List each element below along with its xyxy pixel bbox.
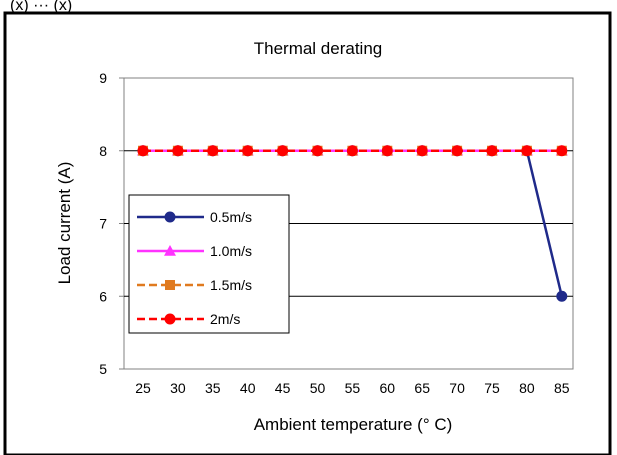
x-axis-label: Ambient temperature (° C) [254, 415, 453, 434]
y-axis-ticks: 5 6 7 8 9 [99, 70, 124, 377]
x-tick-label: 75 [484, 380, 500, 396]
legend-box [128, 194, 290, 334]
y-axis-label: Load current (A) [55, 162, 74, 285]
series-layer [137, 144, 568, 302]
x-tick-label: 85 [554, 380, 570, 396]
x-tick-label: 50 [310, 380, 326, 396]
x-tick-label: 55 [345, 380, 361, 396]
y-tick-label: 6 [99, 288, 107, 304]
data-point-2m/s [556, 145, 568, 157]
chart-title: Thermal derating [254, 39, 383, 58]
data-point-2m/s [521, 145, 533, 157]
header-fragment: (x) ··· (x) [10, 0, 72, 14]
x-tick-label: 25 [135, 380, 151, 396]
x-tick-label: 40 [240, 380, 256, 396]
data-point-2m/s [242, 145, 254, 157]
legend-marker-2m/s [164, 313, 176, 325]
y-tick-label: 8 [99, 143, 107, 159]
legend-label: 1.5m/s [210, 277, 252, 293]
data-point-0.5m/s [556, 290, 568, 302]
data-point-2m/s [277, 145, 289, 157]
legend-marker-1.0m/s [164, 245, 176, 256]
legend-label: 2m/s [210, 311, 240, 327]
x-tick-label: 30 [170, 380, 186, 396]
x-tick-label: 35 [205, 380, 221, 396]
legend-label: 1.0m/s [210, 243, 252, 259]
data-point-2m/s [381, 145, 393, 157]
x-axis-ticks: 25 30 35 40 45 50 55 60 65 70 75 80 85 [135, 380, 570, 396]
x-tick-label: 60 [380, 380, 396, 396]
data-point-2m/s [486, 145, 498, 157]
x-tick-label: 65 [414, 380, 430, 396]
data-point-2m/s [137, 145, 149, 157]
data-point-2m/s [346, 145, 358, 157]
data-point-2m/s [207, 145, 219, 157]
legend-marker-1.5m/s [165, 280, 175, 290]
legend: 0.5m/s 1.0m/s 1.5m/s 2m/s [128, 194, 290, 334]
data-point-2m/s [416, 145, 428, 157]
legend-label: 0.5m/s [210, 209, 252, 225]
data-point-2m/s [172, 145, 184, 157]
series-2m/s [137, 145, 568, 157]
data-point-2m/s [312, 145, 323, 157]
legend-marker-0.5m/s [164, 211, 176, 223]
y-tick-label: 5 [99, 361, 107, 377]
x-tick-label: 80 [519, 380, 535, 396]
y-tick-label: 9 [99, 70, 107, 86]
data-point-2m/s [451, 145, 463, 157]
x-tick-label: 45 [275, 380, 291, 396]
y-tick-label: 7 [99, 216, 107, 232]
x-tick-label: 70 [449, 380, 465, 396]
